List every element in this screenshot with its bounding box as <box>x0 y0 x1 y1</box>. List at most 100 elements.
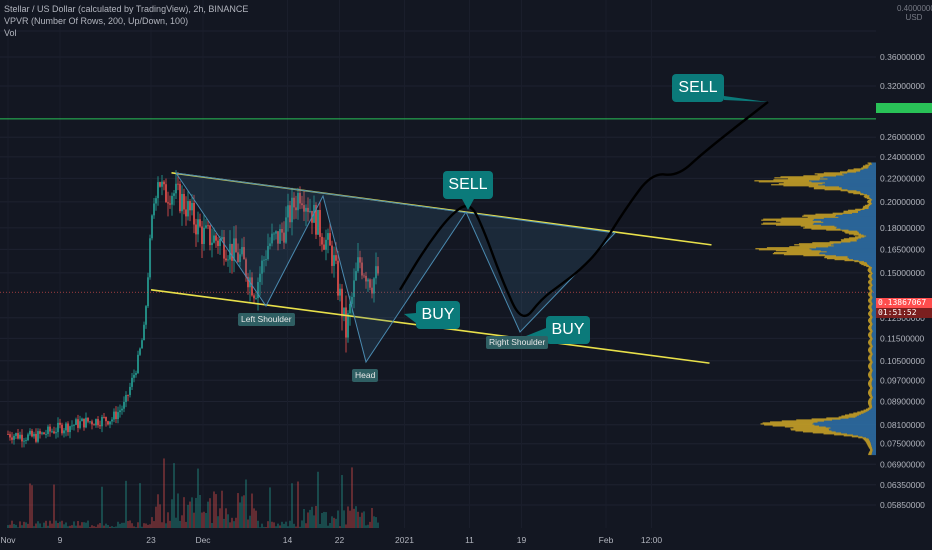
vpvr-row-down <box>860 410 868 412</box>
volume-bar <box>115 526 117 528</box>
vpvr-row-down <box>847 190 861 193</box>
vpvr-row-up <box>872 296 876 298</box>
vpvr-row-down <box>870 303 873 305</box>
vpvr-row-up <box>871 348 876 350</box>
vpvr-row-up <box>864 208 876 211</box>
vpvr-indicator-label[interactable]: VPVR (Number Of Rows, 200, Up/Down, 100) <box>4 16 189 26</box>
price-axis-bg <box>876 0 932 550</box>
vpvr-row-down <box>843 211 859 213</box>
vpvr-row-up <box>828 246 876 248</box>
vpvr-row-up <box>872 405 876 407</box>
candle-body <box>37 431 39 442</box>
vpvr-row-up <box>871 314 876 316</box>
vpvr-row-up <box>812 223 876 225</box>
volume-bar <box>103 525 105 528</box>
vpvr-row-up <box>842 173 876 175</box>
left-shoulder-label[interactable]: Left Shoulder <box>238 313 295 326</box>
vpvr-row-up <box>836 214 876 216</box>
candle-body <box>377 266 379 274</box>
candle-body <box>225 258 227 261</box>
volume-bar <box>219 508 221 528</box>
vpvr-row-down <box>868 308 873 310</box>
vpvr-row-up <box>842 213 876 215</box>
vpvr-row-up <box>817 421 876 423</box>
vpvr-row-up <box>872 272 876 274</box>
vpvr-row-down <box>786 251 827 253</box>
buy-callout-right[interactable]: BUY <box>546 316 590 344</box>
candle-body <box>199 219 201 227</box>
candle-body <box>153 203 155 216</box>
volume-bar <box>287 526 289 528</box>
vpvr-row-down <box>869 344 873 346</box>
volume-bar <box>133 526 135 528</box>
vpvr-row-down <box>868 340 872 342</box>
vpvr-row-up <box>825 185 876 187</box>
volume-bar <box>153 521 155 528</box>
candle-body <box>93 424 95 426</box>
sell-callout-top[interactable]: SELL <box>672 74 724 102</box>
candle-body <box>33 433 35 437</box>
vpvr-row-down <box>867 269 872 272</box>
vpvr-row-up <box>834 225 876 227</box>
volume-bar <box>47 525 49 528</box>
vpvr-row-up <box>871 384 876 387</box>
vpvr-row-up <box>872 311 876 313</box>
buy-right-pointer <box>526 328 546 338</box>
volume-bar <box>259 527 261 528</box>
volume-bar <box>15 524 17 528</box>
vpvr-row-down <box>849 413 862 415</box>
head-label[interactable]: Head <box>352 369 379 382</box>
vpvr-row-up <box>872 361 876 363</box>
right-shoulder-label[interactable]: Right Shoulder <box>486 336 549 349</box>
buy-callout-left[interactable]: BUY <box>416 301 460 329</box>
vpvr-row-up <box>871 332 876 335</box>
vpvr-row-up <box>872 304 876 306</box>
vpvr-row-down <box>863 439 870 441</box>
price-tick-label: 0.08900000 <box>880 397 925 407</box>
candle-body <box>39 431 41 434</box>
vpvr-row-down <box>844 231 859 233</box>
volume-bar <box>283 523 285 528</box>
vpvr-row-up <box>872 451 876 454</box>
vpvr-row-down <box>832 212 853 214</box>
vpvr-row-down <box>823 433 848 435</box>
vpvr-row-up <box>870 164 876 166</box>
candle-body <box>29 430 31 435</box>
vpvr-row-down <box>868 342 872 344</box>
candle-body <box>179 183 181 212</box>
vpvr-row-down <box>763 218 814 220</box>
vpvr-row-up <box>864 236 876 238</box>
vpvr-row-up <box>864 260 876 263</box>
vpvr-row-up <box>872 368 876 370</box>
vpvr-row-down <box>869 354 873 356</box>
candle-body <box>277 231 279 244</box>
candle-body <box>367 279 369 282</box>
candle-body <box>371 287 373 294</box>
vpvr-row-down <box>868 314 872 316</box>
vpvr-row-up <box>821 224 876 226</box>
vpvr-row-down <box>802 215 836 217</box>
vpvr-row-down <box>811 418 841 420</box>
volume-bar <box>189 501 191 528</box>
vpvr-row-down <box>868 282 872 284</box>
candle-body <box>165 184 167 203</box>
volume-bar <box>187 504 189 528</box>
volume-indicator-label[interactable]: Vol <box>4 28 17 38</box>
vpvr-row-up <box>872 315 876 318</box>
vpvr-row-up <box>872 329 876 332</box>
vpvr-row-down <box>868 359 872 361</box>
sell-callout-mid[interactable]: SELL <box>443 171 493 199</box>
volume-bar <box>195 497 197 528</box>
volume-bar <box>245 479 247 528</box>
volume-bar <box>289 520 291 528</box>
vpvr-row-down <box>813 188 842 190</box>
vpvr-row-up <box>841 188 876 190</box>
candle-body <box>193 202 195 225</box>
volume-bar <box>173 463 175 528</box>
vpvr-row-down <box>781 420 825 422</box>
candle-body <box>323 244 325 250</box>
vpvr-row-up <box>872 336 876 338</box>
